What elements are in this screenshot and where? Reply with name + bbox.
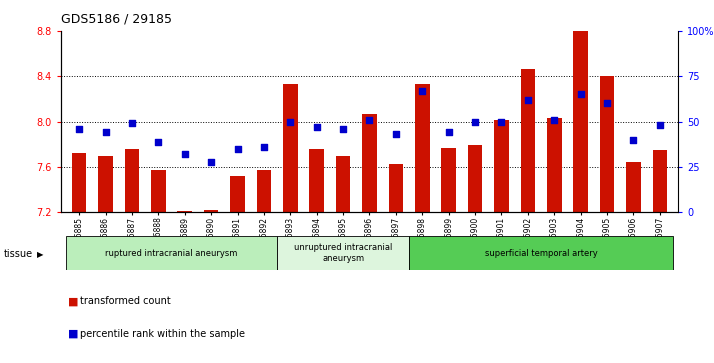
Bar — [362, 114, 377, 212]
Point — [469, 119, 481, 125]
Point — [601, 101, 613, 106]
Point — [126, 121, 138, 126]
Bar — [494, 121, 508, 212]
Point — [628, 137, 639, 143]
Bar — [573, 31, 588, 212]
Text: GDS5186 / 29185: GDS5186 / 29185 — [61, 13, 171, 26]
FancyBboxPatch shape — [66, 236, 277, 270]
Bar — [99, 156, 113, 212]
Bar — [309, 149, 324, 212]
Bar — [125, 149, 139, 212]
Bar — [256, 170, 271, 212]
Bar — [468, 146, 483, 212]
Text: ▶: ▶ — [37, 250, 44, 258]
Point — [74, 126, 85, 132]
Bar — [336, 156, 351, 212]
Point — [496, 119, 507, 125]
Point — [654, 122, 665, 128]
Point — [338, 126, 349, 132]
Text: tissue: tissue — [4, 249, 33, 259]
Bar — [653, 150, 667, 212]
Bar — [415, 84, 430, 212]
Bar — [283, 84, 298, 212]
Bar — [231, 176, 245, 212]
Point — [311, 124, 323, 130]
Point — [363, 117, 375, 123]
Text: ruptured intracranial aneurysm: ruptured intracranial aneurysm — [106, 249, 238, 258]
Bar — [72, 154, 86, 212]
Point — [206, 159, 217, 164]
Bar — [626, 163, 640, 212]
Point — [258, 144, 270, 150]
Point — [443, 130, 454, 135]
Bar — [441, 148, 456, 212]
FancyBboxPatch shape — [277, 236, 409, 270]
Point — [100, 130, 111, 135]
Point — [153, 139, 164, 144]
Bar — [61, 31, 678, 212]
Text: superficial temporal artery: superficial temporal artery — [485, 249, 598, 258]
Point — [575, 91, 586, 97]
Text: ■: ■ — [68, 329, 79, 339]
Point — [522, 97, 533, 103]
Text: transformed count: transformed count — [80, 296, 171, 306]
Bar — [151, 170, 166, 212]
Point — [285, 119, 296, 125]
Point — [416, 88, 428, 94]
Text: unruptured intracranial
aneurysm: unruptured intracranial aneurysm — [294, 244, 392, 263]
Bar — [388, 164, 403, 212]
Bar — [521, 69, 535, 212]
Bar — [204, 210, 218, 212]
Point — [390, 131, 401, 137]
Point — [548, 117, 560, 123]
Point — [179, 151, 191, 157]
Point — [232, 146, 243, 152]
Bar — [547, 118, 561, 212]
Text: ■: ■ — [68, 296, 79, 306]
FancyBboxPatch shape — [409, 236, 673, 270]
Bar — [600, 76, 614, 212]
Text: percentile rank within the sample: percentile rank within the sample — [80, 329, 245, 339]
Bar — [178, 211, 192, 212]
